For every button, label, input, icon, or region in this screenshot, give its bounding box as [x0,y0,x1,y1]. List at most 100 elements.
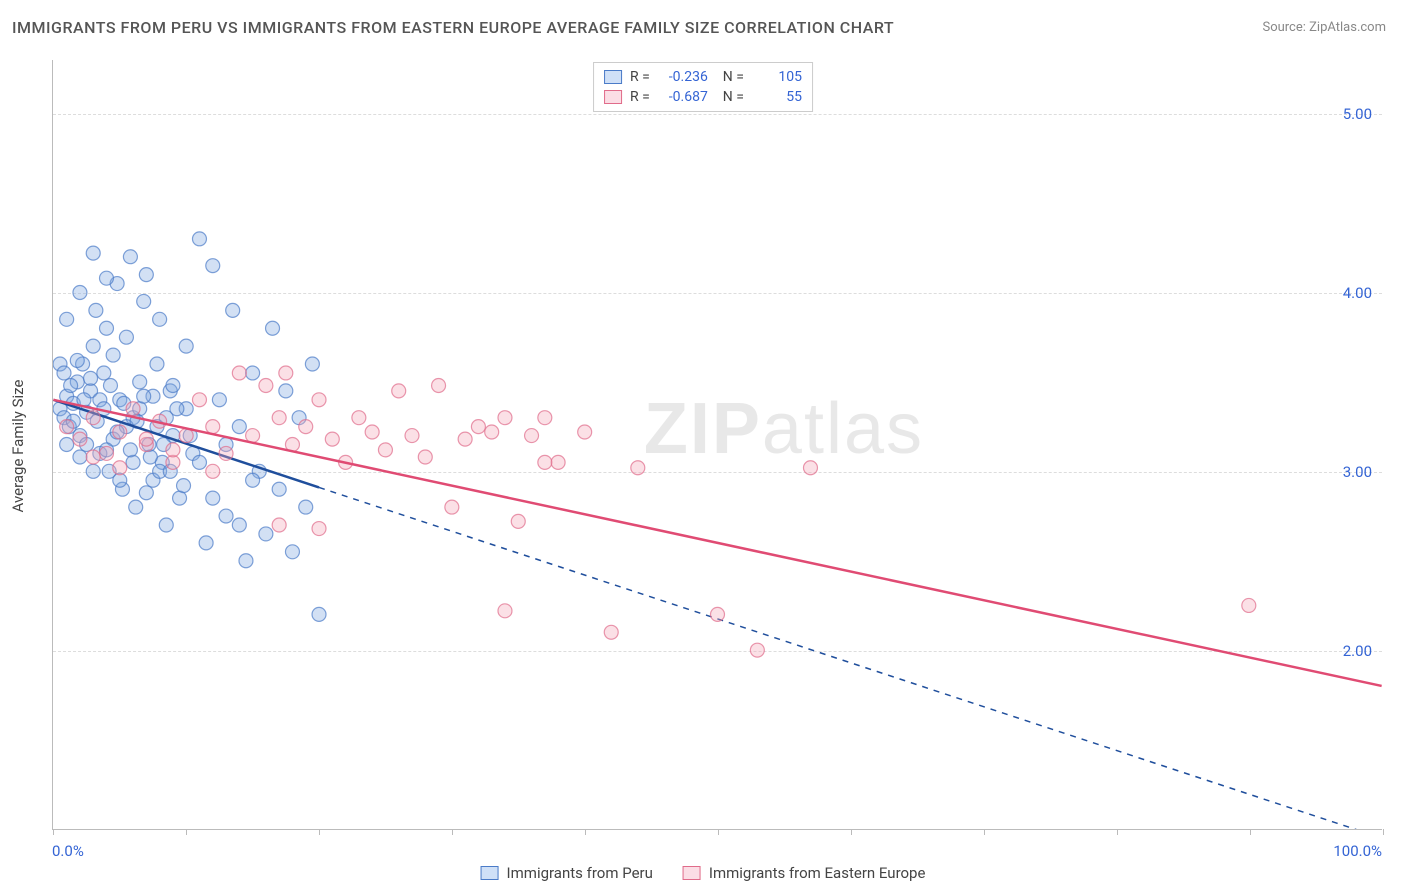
scatter-point [578,425,592,439]
scatter-point [538,411,552,425]
scatter-point [137,294,151,308]
scatter-point [246,473,260,487]
scatter-point [604,625,618,639]
n-label: N = [716,89,744,105]
scatter-point [418,450,432,464]
scatter-point [305,357,319,371]
x-tick [1383,829,1384,835]
scatter-point [299,420,313,434]
scatter-point [73,450,87,464]
scatter-point [392,384,406,398]
scatter-point [803,461,817,475]
scatter-point [192,455,206,469]
correlation-legend-row: R = -0.687 N = 55 [604,87,802,107]
scatter-point [86,339,100,353]
scatter-point [123,443,137,457]
scatter-point [239,554,253,568]
scatter-point [113,425,127,439]
scatter-point [86,246,100,260]
r-value-eeu: -0.687 [658,89,708,105]
chart-container: IMMIGRANTS FROM PERU VS IMMIGRANTS FROM … [0,0,1406,892]
scatter-point [139,268,153,282]
scatter-point [432,378,446,392]
scatter-point [445,500,459,514]
x-tick [1117,829,1118,835]
scatter-point [113,461,127,475]
scatter-point [166,378,180,392]
n-value-eeu: 55 [752,89,802,105]
correlation-legend: R = -0.236 N = 105 R = -0.687 N = 55 [593,62,813,112]
x-min-label: 0.0% [52,842,84,860]
scatter-point [70,353,84,367]
scatter-point [312,607,326,621]
scatter-point [206,491,220,505]
scatter-point [129,500,143,514]
source-value: ZipAtlas.com [1309,20,1386,35]
scatter-point [192,232,206,246]
x-tick [851,829,852,835]
scatter-point [60,312,74,326]
scatter-point [137,389,151,403]
scatter-point [405,429,419,443]
scatter-point [86,450,100,464]
scatter-point [100,271,114,285]
scatter-point [279,366,293,380]
legend-swatch-eeu [604,90,622,104]
scatter-point [246,366,260,380]
scatter-point [471,420,485,434]
scatter-point [1242,598,1256,612]
scatter-point [212,393,226,407]
series-legend-item: Immigrants from Eastern Europe [683,864,926,882]
scatter-point [631,461,645,475]
scatter-point [259,378,273,392]
scatter-point [272,482,286,496]
r-label: R = [630,69,650,85]
scatter-point [750,643,764,657]
scatter-point [113,473,127,487]
scatter-point [299,500,313,514]
x-tick [53,829,54,835]
plot-area: ZIPatlas 2.003.004.005.00 [52,60,1382,830]
plot-svg [53,60,1382,829]
scatter-point [458,432,472,446]
scatter-point [166,455,180,469]
scatter-point [60,438,74,452]
legend-swatch-peru [604,70,622,84]
scatter-point [73,285,87,299]
scatter-point [192,393,206,407]
scatter-point [173,491,187,505]
x-tick [585,829,586,835]
x-tick [718,829,719,835]
scatter-point [206,464,220,478]
scatter-point [170,402,184,416]
scatter-point [100,446,114,460]
scatter-point [86,464,100,478]
trend-line-dashed [319,487,1382,829]
series-legend-item: Immigrants from Peru [481,864,653,882]
scatter-point [86,411,100,425]
r-value-peru: -0.236 [658,69,708,85]
r-label: R = [630,89,650,105]
y-axis-label: Average Family Size [9,380,27,513]
scatter-point [64,378,78,392]
scatter-point [219,509,233,523]
scatter-point [139,486,153,500]
source-attribution: Source: ZipAtlas.com [1262,20,1386,35]
correlation-legend-row: R = -0.236 N = 105 [604,67,802,87]
scatter-point [711,607,725,621]
series-legend: Immigrants from Peru Immigrants from Eas… [481,864,926,882]
scatter-point [259,527,273,541]
scatter-point [89,303,103,317]
scatter-point [84,371,98,385]
scatter-point [525,429,539,443]
scatter-point [153,312,167,326]
scatter-point [100,321,114,335]
chart-title: IMMIGRANTS FROM PERU VS IMMIGRANTS FROM … [12,18,894,37]
scatter-point [365,425,379,439]
scatter-point [199,536,213,550]
n-value-peru: 105 [752,69,802,85]
scatter-point [206,420,220,434]
scatter-point [312,522,326,536]
x-tick [452,829,453,835]
scatter-point [73,432,87,446]
